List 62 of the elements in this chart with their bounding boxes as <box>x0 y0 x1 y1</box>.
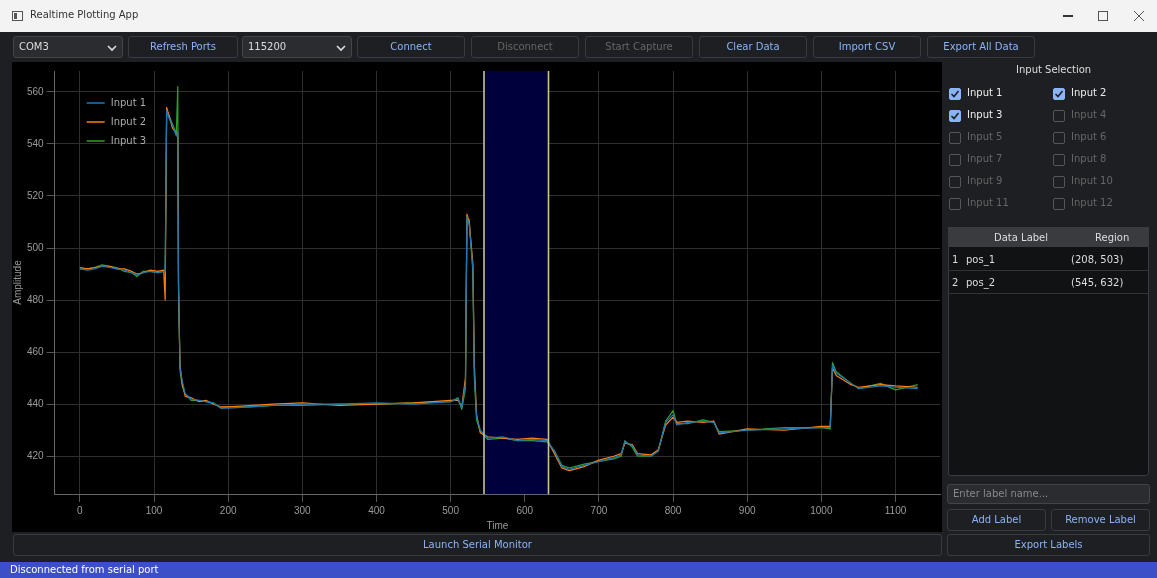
text: Region <box>1095 232 1130 243</box>
legend-label: Input 1 <box>110 96 147 108</box>
legend-label: Input 3 <box>110 134 147 146</box>
x-tick-label: 400 <box>368 504 386 516</box>
chart-title: Realtime Plotting App <box>30 9 139 20</box>
y-tick-label: 540 <box>27 137 45 149</box>
x-tick-label: 800 <box>664 504 682 516</box>
y-tick-label: 440 <box>27 397 45 409</box>
text: Input 9 <box>967 175 1003 186</box>
x-tick-label: 500 <box>442 504 460 516</box>
text: 2 <box>952 277 959 288</box>
text: pos_2 <box>966 277 996 288</box>
text: Input 2 <box>1071 87 1107 98</box>
y-tick-label: 520 <box>27 189 45 201</box>
text: Connect <box>357 36 465 58</box>
text: Add Label <box>947 509 1046 531</box>
text: COM3 <box>13 36 123 58</box>
text: Launch Serial Monitor <box>13 534 942 556</box>
text: 1 <box>952 254 959 265</box>
y-tick-label: 420 <box>27 450 45 462</box>
text: Input 1 <box>967 87 1003 98</box>
y-axis-title: Amplitude <box>11 259 23 305</box>
text: pos_1 <box>966 254 996 265</box>
text: Input Selection <box>1016 64 1092 75</box>
text: 115200 <box>242 36 352 58</box>
x-tick-label: 1000 <box>810 504 833 516</box>
text: Input 4 <box>1071 109 1107 120</box>
text: Import CSV <box>813 36 921 58</box>
x-tick-label: 1100 <box>884 504 907 516</box>
text: Input 6 <box>1071 131 1107 142</box>
text: Input 8 <box>1071 153 1107 164</box>
text: (545, 632) <box>1071 277 1124 288</box>
text: Input 11 <box>967 197 1009 208</box>
text: Disconnect <box>471 36 579 58</box>
text: Start Capture <box>585 36 693 58</box>
x-tick-label: 700 <box>590 504 608 516</box>
x-tick-label: 600 <box>516 504 534 516</box>
text: Data Label <box>994 232 1049 243</box>
y-tick-label: 480 <box>27 293 45 305</box>
x-tick-label: 200 <box>219 504 237 516</box>
text: Input 10 <box>1071 175 1113 186</box>
text: Remove Label <box>1051 509 1150 531</box>
x-tick-label: 0 <box>77 504 84 516</box>
text: Input 5 <box>967 131 1003 142</box>
text: Refresh Ports <box>128 36 238 58</box>
x-tick-label: 900 <box>738 504 756 516</box>
legend-label: Input 2 <box>110 115 147 127</box>
text: Disconnected from serial port <box>0 562 1157 578</box>
x-tick-label: 100 <box>145 504 163 516</box>
x-tick-label: 300 <box>293 504 312 516</box>
text: Enter label name... <box>947 484 1150 504</box>
text: (208, 503) <box>1071 254 1124 265</box>
text: Input 12 <box>1071 197 1113 208</box>
text: Export Labels <box>947 534 1150 556</box>
text: Input 3 <box>967 109 1003 120</box>
text: Clear Data <box>699 36 807 58</box>
x-axis-title: Time <box>486 519 509 531</box>
y-tick-label: 560 <box>27 85 45 97</box>
text: Export All Data <box>927 36 1035 58</box>
text: Input 7 <box>967 153 1003 164</box>
y-tick-label: 500 <box>27 241 45 253</box>
y-tick-label: 460 <box>27 345 45 357</box>
